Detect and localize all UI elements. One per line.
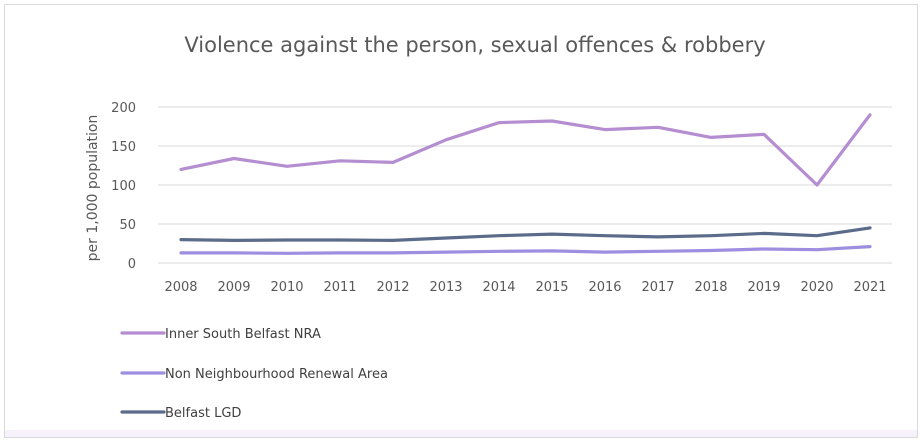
x-tick-label: 2019 [747,280,780,295]
bottom-strip [5,430,917,437]
x-tick-labels: 2008 2009 2010 2011 2012 2013 2014 2015 2016 2017… [164,280,886,295]
x-tick-label: 2009 [217,280,250,295]
x-tick-label: 2010 [270,280,303,295]
legend-label: Belfast LGD [165,406,241,421]
x-tick-label: 2012 [376,280,409,295]
legend-label: Inner South Belfast NRA [165,327,321,342]
x-tick-label: 2018 [694,280,727,295]
legend-item: Belfast LGD [120,406,241,421]
y-tick-label: 0 [128,257,136,272]
gridlines [158,106,892,264]
legend: Inner South Belfast NRA Non Neighbourhood… [120,327,388,421]
y-tick-label: 50 [119,218,136,233]
x-tick-label: 2008 [164,280,197,295]
series-line-belfast-lgd [179,226,872,242]
chart-frame [4,4,918,438]
legend-item: Inner South Belfast NRA [120,327,321,342]
x-tick-label: 2014 [482,280,515,295]
x-tick-label: 2015 [535,280,568,295]
x-tick-label: 2017 [641,280,674,295]
legend-label: Non Neighbourhood Renewal Area [165,367,388,382]
series-line-inner-south-belfast-nra [179,113,872,187]
y-axis-label: per 1,000 population [85,115,101,262]
y-tick-label: 100 [111,179,136,194]
x-tick-label: 2013 [429,280,462,295]
series-lines [179,113,872,255]
chart-title: Violence against the person, sexual offe… [184,33,765,57]
x-tick-label: 2016 [588,280,621,295]
y-tick-labels: 0 50 100 150 200 [111,101,136,272]
y-tick-label: 200 [111,101,136,116]
legend-item: Non Neighbourhood Renewal Area [120,367,388,382]
y-tick-label: 150 [111,140,136,155]
x-tick-label: 2021 [853,280,886,295]
x-tick-label: 2020 [800,280,833,295]
series-line-non-neighbourhood-renewal-area [179,245,872,255]
x-tick-label: 2011 [323,280,356,295]
